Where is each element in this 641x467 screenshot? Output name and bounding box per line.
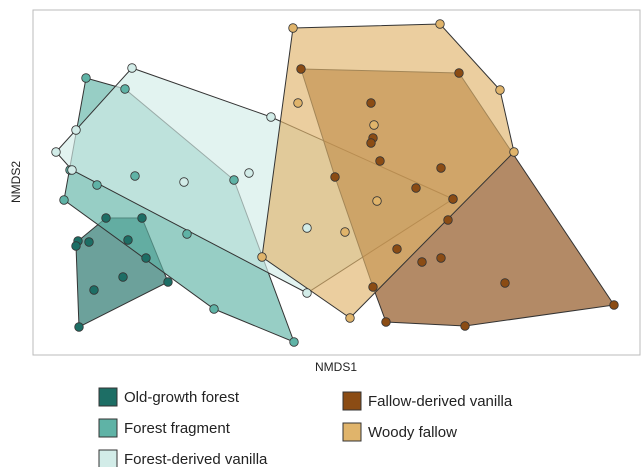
legend-label: Forest-derived vanilla: [124, 451, 268, 467]
point: [296, 64, 306, 74]
point: [244, 168, 254, 178]
point: [495, 85, 505, 95]
point: [375, 156, 385, 166]
point: [92, 180, 102, 190]
point: [454, 68, 464, 78]
point: [392, 244, 402, 254]
point: [417, 257, 427, 267]
legend-swatch: [98, 387, 118, 407]
point: [59, 195, 69, 205]
point: [163, 277, 173, 287]
point: [81, 73, 91, 83]
point: [127, 63, 137, 73]
point: [340, 227, 350, 237]
point: [372, 196, 382, 206]
point: [345, 313, 355, 323]
point: [436, 253, 446, 263]
legend-label: Woody fallow: [368, 424, 457, 441]
point: [89, 285, 99, 295]
point: [302, 223, 312, 233]
point: [130, 171, 140, 181]
legend-label: Old-growth forest: [124, 389, 240, 406]
legend-swatch: [98, 449, 118, 467]
point: [71, 241, 81, 251]
point: [101, 213, 111, 223]
point: [366, 138, 376, 148]
point: [436, 163, 446, 173]
point: [448, 194, 458, 204]
point: [500, 278, 510, 288]
legend-swatch: [342, 422, 362, 442]
point: [330, 172, 340, 182]
legend-swatch: [98, 418, 118, 438]
point: [74, 322, 84, 332]
point: [289, 337, 299, 347]
y-axis-label: NMDS2: [9, 161, 23, 203]
legend-label: Forest fragment: [124, 420, 231, 437]
point: [443, 215, 453, 225]
point: [381, 317, 391, 327]
point: [411, 183, 421, 193]
point: [302, 288, 312, 298]
point: [118, 272, 128, 282]
point: [366, 98, 376, 108]
point: [141, 253, 151, 263]
point: [51, 147, 61, 157]
point: [209, 304, 219, 314]
point: [509, 147, 519, 157]
point: [71, 125, 81, 135]
plot-frame: [32, 9, 641, 356]
point: [84, 237, 94, 247]
legend-label: Fallow-derived vanilla: [368, 393, 513, 410]
point: [257, 252, 267, 262]
point: [609, 300, 619, 310]
point: [435, 19, 445, 29]
point: [460, 321, 470, 331]
point: [123, 235, 133, 245]
point: [293, 98, 303, 108]
point: [182, 229, 192, 239]
point: [179, 177, 189, 187]
point: [369, 120, 379, 130]
point: [137, 213, 147, 223]
point: [229, 175, 239, 185]
legend-swatch: [342, 391, 362, 411]
point: [368, 282, 378, 292]
point: [120, 84, 130, 94]
point: [288, 23, 298, 33]
point: [67, 165, 77, 175]
x-axis-label: NMDS1: [315, 360, 357, 374]
point: [266, 112, 276, 122]
